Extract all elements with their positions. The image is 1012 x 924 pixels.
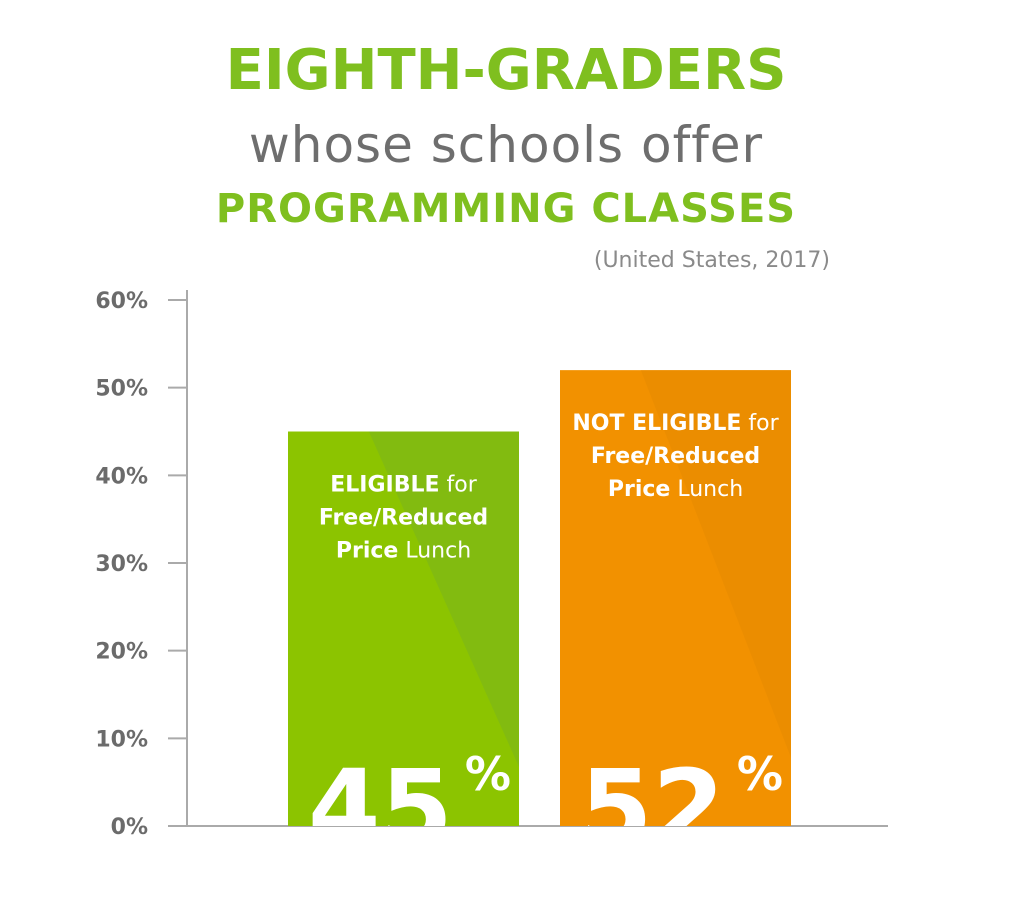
bar-category-label: Free/Reduced (591, 444, 760, 469)
bar-category-label: Free/Reduced (319, 506, 488, 531)
bar-category-label: Price Lunch (336, 539, 471, 564)
chart-title-line2: whose schools offer (248, 116, 764, 174)
y-tick-label: 10% (95, 727, 148, 752)
bar-category-label: NOT ELIGIBLE for (572, 411, 779, 436)
bar-group: NOT ELIGIBLE for Free/Reduced Price Lunch 5… (560, 370, 791, 869)
y-tick-label: 50% (95, 377, 148, 402)
bar-value-label: 45 (308, 747, 453, 869)
bar-value-percent: % (465, 747, 511, 801)
chart-subtitle: (United States, 2017) (593, 248, 830, 273)
bar-shade (640, 370, 791, 826)
y-tick-label: 60% (95, 289, 148, 314)
y-tick-label: 0% (111, 815, 148, 840)
bar-value-label: 52 (580, 747, 725, 869)
bar-category-label: ELIGIBLE for (330, 473, 477, 498)
y-tick-label: 40% (95, 464, 148, 489)
bar-group: ELIGIBLE for Free/Reduced Price Lunch 45% (288, 431, 519, 869)
bar-shade (368, 431, 519, 826)
bar-value-percent: % (737, 747, 783, 801)
y-tick-label: 30% (95, 552, 148, 577)
chart-title-line3: PROGRAMMING CLASSES (215, 186, 797, 232)
chart-title-line1: EIGHTH-GRADERS (225, 38, 787, 103)
y-tick-label: 20% (95, 640, 148, 665)
bar-category-label: Price Lunch (608, 477, 743, 502)
